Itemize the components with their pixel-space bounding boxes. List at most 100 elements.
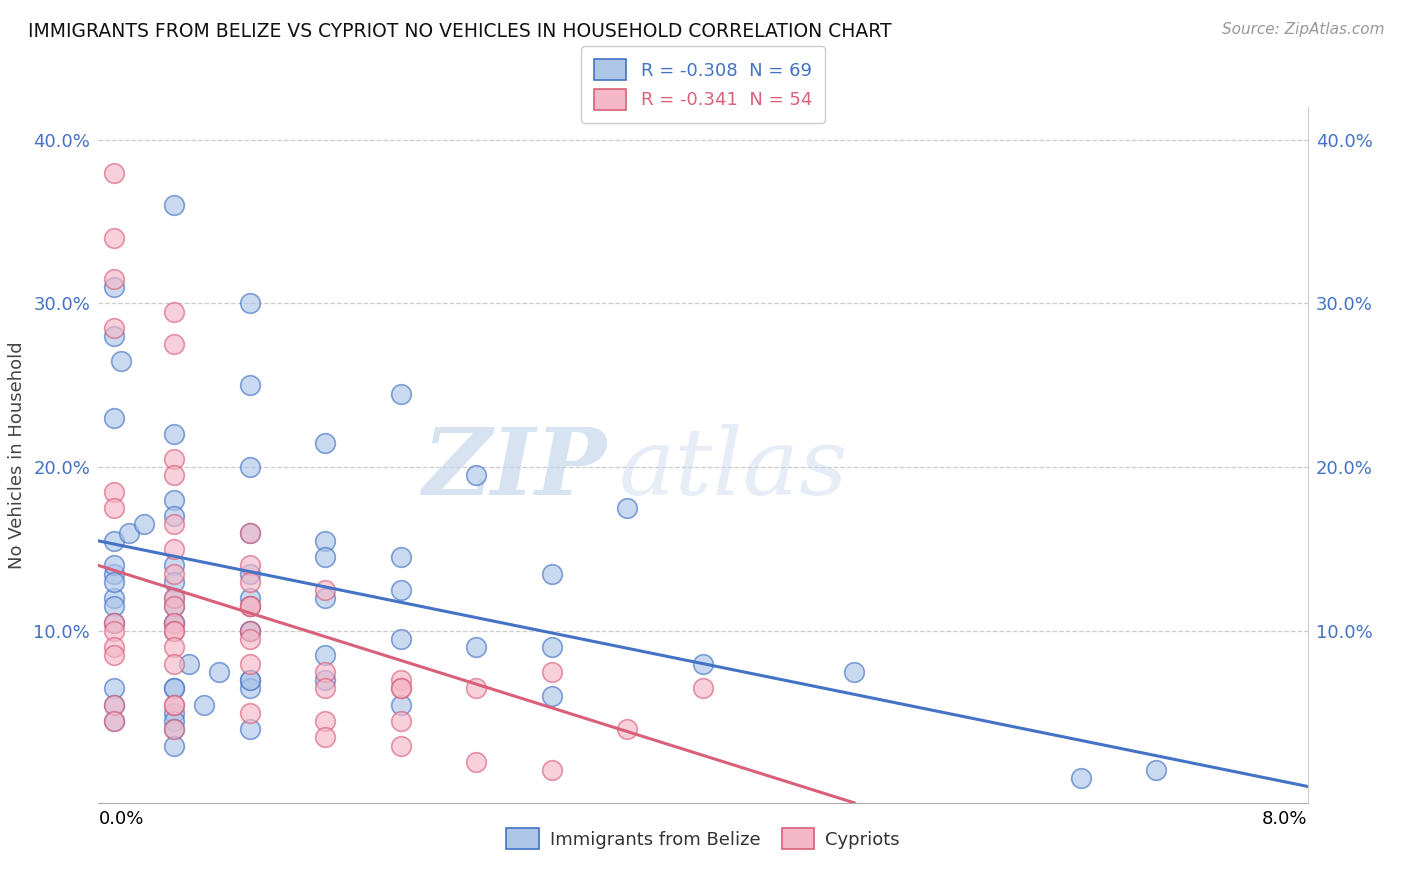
Point bbox=[239, 378, 262, 392]
Point bbox=[314, 648, 336, 663]
Point bbox=[103, 484, 125, 499]
Point bbox=[239, 681, 262, 696]
Point bbox=[239, 296, 262, 310]
Point bbox=[103, 648, 125, 663]
Point bbox=[103, 698, 125, 712]
Point bbox=[540, 763, 562, 777]
Point bbox=[103, 501, 125, 516]
Text: atlas: atlas bbox=[619, 424, 848, 514]
Point bbox=[163, 615, 186, 630]
Point bbox=[163, 739, 186, 753]
Point bbox=[389, 632, 412, 646]
Point bbox=[163, 624, 186, 638]
Point bbox=[314, 673, 336, 687]
Point bbox=[389, 739, 412, 753]
Point bbox=[103, 640, 125, 655]
Point bbox=[239, 624, 262, 638]
Point bbox=[103, 272, 125, 286]
Point bbox=[314, 731, 336, 745]
Text: 8.0%: 8.0% bbox=[1263, 810, 1308, 828]
Point bbox=[163, 615, 186, 630]
Point bbox=[132, 517, 155, 532]
Point bbox=[465, 681, 488, 696]
Point bbox=[389, 673, 412, 687]
Point bbox=[163, 722, 186, 736]
Point bbox=[163, 615, 186, 630]
Point bbox=[103, 558, 125, 573]
Point bbox=[163, 706, 186, 720]
Point bbox=[239, 574, 262, 589]
Point bbox=[163, 714, 186, 728]
Point bbox=[103, 411, 125, 425]
Point bbox=[465, 468, 488, 483]
Point bbox=[103, 574, 125, 589]
Point bbox=[540, 566, 562, 581]
Point bbox=[239, 566, 262, 581]
Point bbox=[193, 698, 215, 712]
Point bbox=[239, 673, 262, 687]
Point bbox=[163, 337, 186, 351]
Point bbox=[465, 640, 488, 655]
Point bbox=[163, 591, 186, 606]
Point bbox=[239, 722, 262, 736]
Point bbox=[239, 599, 262, 614]
Point bbox=[103, 615, 125, 630]
Point bbox=[103, 280, 125, 294]
Point bbox=[103, 231, 125, 245]
Point bbox=[163, 542, 186, 557]
Point bbox=[239, 657, 262, 671]
Point bbox=[239, 599, 262, 614]
Point bbox=[1070, 771, 1092, 785]
Point bbox=[163, 681, 186, 696]
Point bbox=[163, 509, 186, 524]
Point bbox=[118, 525, 141, 540]
Point bbox=[163, 517, 186, 532]
Y-axis label: No Vehicles in Household: No Vehicles in Household bbox=[7, 341, 25, 569]
Point bbox=[179, 657, 201, 671]
Point bbox=[103, 321, 125, 335]
Point bbox=[163, 468, 186, 483]
Point bbox=[239, 525, 262, 540]
Point bbox=[389, 386, 412, 401]
Point bbox=[163, 591, 186, 606]
Point bbox=[103, 714, 125, 728]
Point bbox=[314, 582, 336, 597]
Point bbox=[163, 566, 186, 581]
Point bbox=[239, 525, 262, 540]
Text: 0.0%: 0.0% bbox=[98, 810, 143, 828]
Point bbox=[103, 165, 125, 179]
Point bbox=[616, 501, 638, 516]
Point bbox=[110, 353, 132, 368]
Point bbox=[239, 460, 262, 475]
Point bbox=[163, 681, 186, 696]
Text: ZIP: ZIP bbox=[422, 424, 606, 514]
Point bbox=[163, 304, 186, 318]
Point bbox=[389, 698, 412, 712]
Point bbox=[239, 624, 262, 638]
Point bbox=[239, 706, 262, 720]
Point bbox=[163, 624, 186, 638]
Point bbox=[208, 665, 231, 679]
Point bbox=[239, 599, 262, 614]
Point bbox=[389, 714, 412, 728]
Point bbox=[103, 714, 125, 728]
Point bbox=[163, 574, 186, 589]
Point bbox=[163, 657, 186, 671]
Point bbox=[103, 566, 125, 581]
Point bbox=[540, 640, 562, 655]
Point bbox=[239, 591, 262, 606]
Point bbox=[616, 722, 638, 736]
Point bbox=[163, 698, 186, 712]
Point bbox=[314, 550, 336, 565]
Point bbox=[389, 582, 412, 597]
Point bbox=[103, 615, 125, 630]
Point bbox=[314, 435, 336, 450]
Point bbox=[314, 665, 336, 679]
Point bbox=[389, 681, 412, 696]
Point bbox=[163, 599, 186, 614]
Point bbox=[163, 452, 186, 467]
Point bbox=[103, 681, 125, 696]
Point bbox=[103, 599, 125, 614]
Text: Source: ZipAtlas.com: Source: ZipAtlas.com bbox=[1222, 22, 1385, 37]
Point bbox=[239, 558, 262, 573]
